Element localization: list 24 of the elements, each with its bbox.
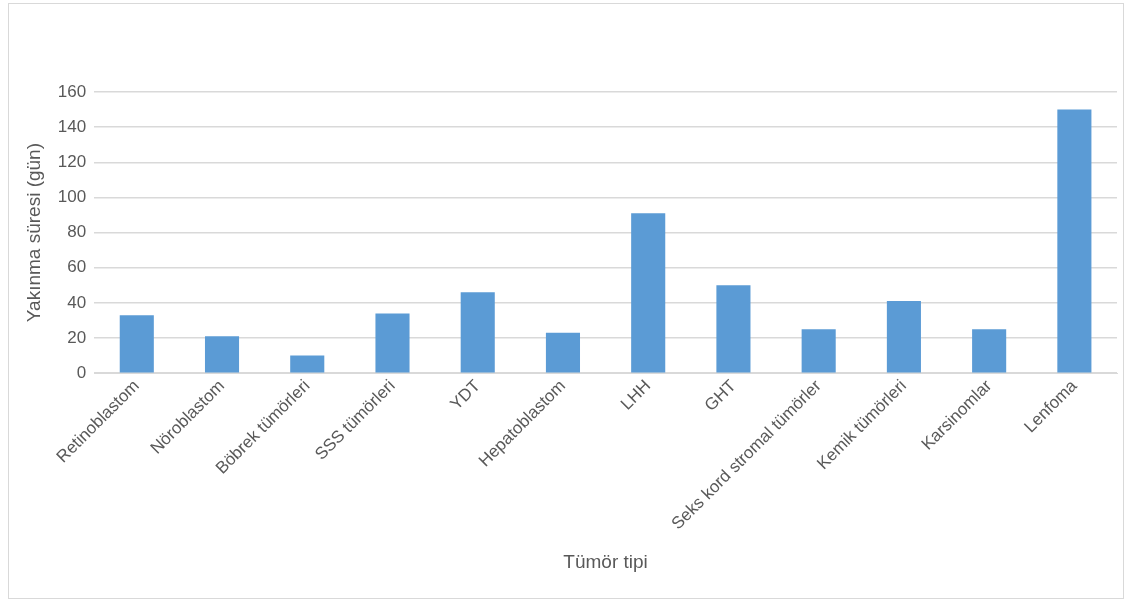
y-tick-label: 20 [67,327,87,347]
bar [716,285,751,373]
bar [886,301,921,373]
bar [290,355,325,373]
bar [972,329,1007,373]
bar [460,292,495,373]
y-tick-label: 0 [76,362,87,382]
bar [375,313,410,373]
y-tick-label: 120 [57,151,87,171]
y-tick-label: 80 [67,222,87,242]
y-tick-label: 140 [57,116,87,136]
bar [801,329,836,373]
bar [1057,109,1092,373]
bar [545,332,581,373]
y-tick-label: 40 [67,292,87,312]
y-tick-label: 100 [57,187,87,207]
bar [204,336,240,373]
bar [631,213,666,373]
y-tick-label: 160 [57,81,87,101]
bar [119,315,154,373]
y-tick-label: 60 [67,257,87,277]
x-tick-label: YDT [446,376,484,414]
y-axis-title: Yakınma süresi (gün) [22,142,44,323]
x-axis-title: Tümör tipi [563,550,648,572]
